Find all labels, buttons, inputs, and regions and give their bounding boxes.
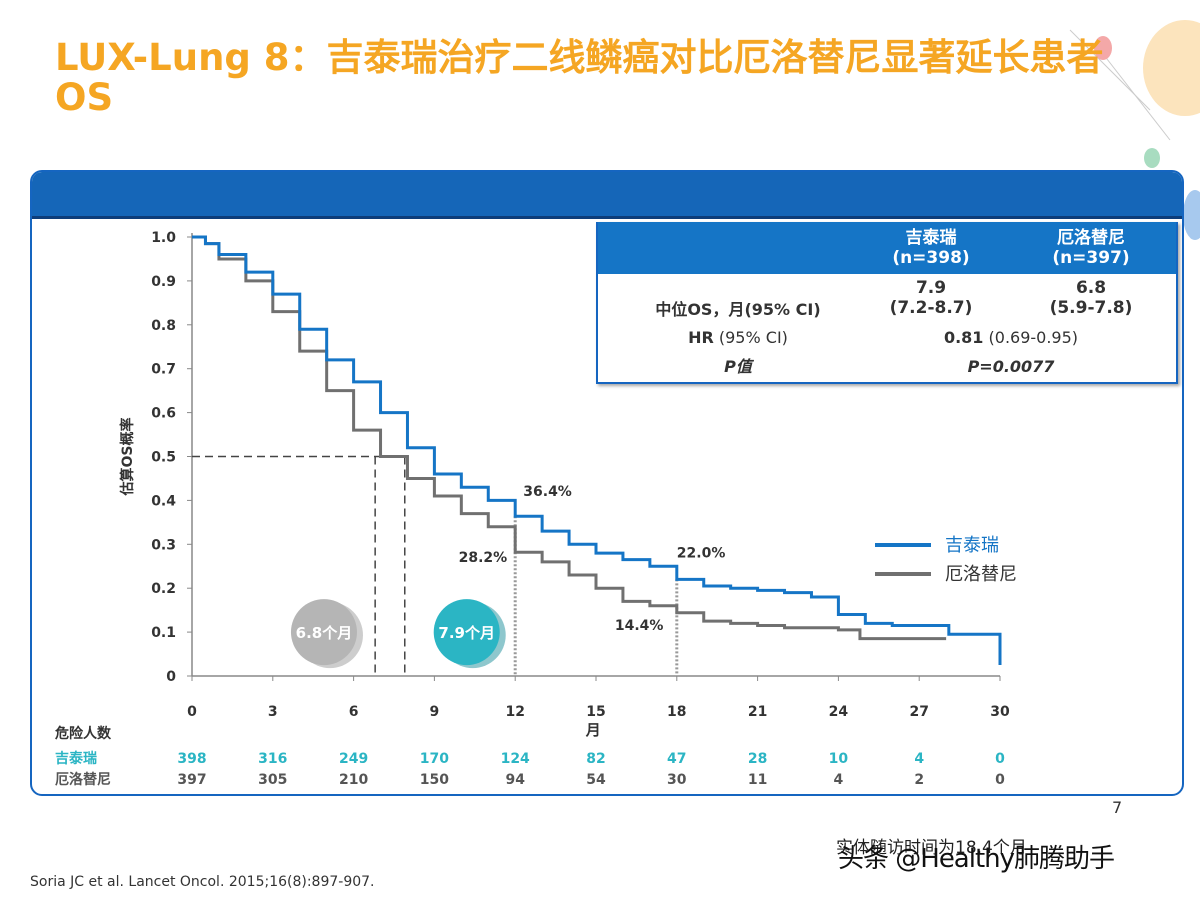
hr-value-ci: (0.69-0.95): [983, 328, 1079, 347]
x-axis-label: 月: [585, 721, 601, 739]
x-tick-label: 21: [748, 704, 767, 720]
page-title: LUX-Lung 8：吉泰瑞治疗二线鳞癌对比厄洛替尼显著延长患者OS: [55, 36, 1104, 119]
watermark: 头条 @Healthy肺腾助手: [838, 844, 1115, 874]
y-axis-label: 估算OS概率: [119, 418, 136, 497]
results-table-header: 吉泰瑞 (n=398) 厄洛替尼 (n=397): [598, 222, 1176, 274]
hr-label: HR (95% CI): [658, 328, 818, 348]
page-number: 7: [1112, 798, 1123, 817]
y-tick-label: 1.0: [151, 230, 176, 246]
header-erlotinib: 厄洛替尼 (n=397): [1052, 228, 1130, 268]
x-tick-label: 12: [505, 704, 524, 720]
risk-count: 54: [586, 772, 606, 788]
y-tick-label: 0.4: [151, 493, 176, 509]
risk-count: 398: [177, 751, 206, 767]
y-tick-label: 0.2: [151, 581, 176, 597]
risk-count: 4: [914, 751, 924, 767]
median-os-erlotinib: 6.8 (5.9-7.8): [1049, 278, 1133, 318]
risk-count: 94: [505, 772, 525, 788]
median-os-label: 中位OS，月(95% CI): [655, 300, 821, 319]
risk-count: 11: [748, 772, 767, 788]
x-tick-label: 24: [829, 704, 849, 720]
results-table: 吉泰瑞 (n=398) 厄洛替尼 (n=397) 中位OS，月(95% CI) …: [596, 222, 1178, 384]
data-label: 14.4%: [615, 618, 664, 634]
risk-count: 316: [258, 751, 287, 767]
y-tick-label: 0.9: [151, 274, 176, 290]
risk-count: 2: [914, 772, 924, 788]
risk-count: 10: [829, 751, 849, 767]
y-tick-label: 0.8: [151, 318, 176, 334]
p-value: P=0.0077: [967, 357, 1055, 376]
legend-label: 厄洛替尼: [945, 564, 1017, 585]
risk-count: 30: [667, 772, 687, 788]
y-tick-label: 0.7: [151, 362, 176, 378]
risk-count: 124: [501, 751, 530, 767]
x-tick-label: 30: [990, 704, 1010, 720]
risk-count: 397: [177, 772, 206, 788]
risk-count: 249: [339, 751, 368, 767]
hr-value-main: 0.81: [943, 328, 984, 347]
legend-label: 吉泰瑞: [945, 535, 999, 556]
panel-header-bar: [32, 172, 1182, 219]
p-label: P值: [724, 357, 752, 376]
risk-row-label: 厄洛替尼: [55, 771, 111, 788]
risk-count: 305: [258, 772, 287, 788]
data-label: 22.0%: [677, 545, 726, 561]
risk-count: 4: [834, 772, 844, 788]
source-citation: Soria JC et al. Lancet Oncol. 2015;16(8)…: [30, 874, 375, 890]
risk-count: 47: [667, 751, 686, 767]
data-label: 28.2%: [459, 550, 508, 566]
header-afatinib: 吉泰瑞 (n=398): [892, 228, 970, 268]
risk-count: 210: [339, 772, 368, 788]
risk-count: 150: [420, 772, 449, 788]
median-badge-label: 7.9个月: [438, 624, 495, 642]
x-tick-label: 27: [909, 704, 928, 720]
median-badge-circle: [290, 599, 357, 666]
median-badge-label: 6.8个月: [296, 624, 353, 642]
median-badge-circle: [433, 599, 500, 666]
km-curve-afatinib: [192, 235, 1002, 666]
y-tick-label: 0.6: [151, 406, 176, 422]
y-tick-label: 0.5: [151, 450, 176, 466]
footer-note: 实体随访时间为18.4个月: [836, 838, 1027, 858]
hr-label-main: HR: [688, 328, 714, 347]
risk-count: 28: [748, 751, 767, 767]
risk-row-label: 吉泰瑞: [55, 750, 97, 767]
y-tick-label: 0: [166, 669, 176, 685]
risk-count: 0: [995, 751, 1005, 767]
y-tick-label: 0.3: [151, 537, 176, 553]
median-os-afatinib: 7.9 (7.2-8.7): [889, 278, 973, 318]
risk-table-title: 危险人数: [54, 725, 112, 742]
x-tick-label: 15: [586, 704, 605, 720]
x-tick-label: 3: [268, 704, 278, 720]
risk-count: 0: [995, 772, 1005, 788]
hr-label-suffix: (95% CI): [713, 328, 788, 347]
risk-count: 170: [420, 751, 449, 767]
x-tick-label: 18: [667, 704, 686, 720]
x-tick-label: 9: [430, 704, 440, 720]
y-tick-label: 0.1: [151, 625, 176, 641]
risk-count: 82: [586, 751, 605, 767]
x-tick-label: 0: [187, 704, 197, 720]
data-label: 36.4%: [523, 484, 572, 500]
hr-value: 0.81 (0.69-0.95): [886, 328, 1136, 348]
x-tick-label: 6: [349, 704, 359, 720]
